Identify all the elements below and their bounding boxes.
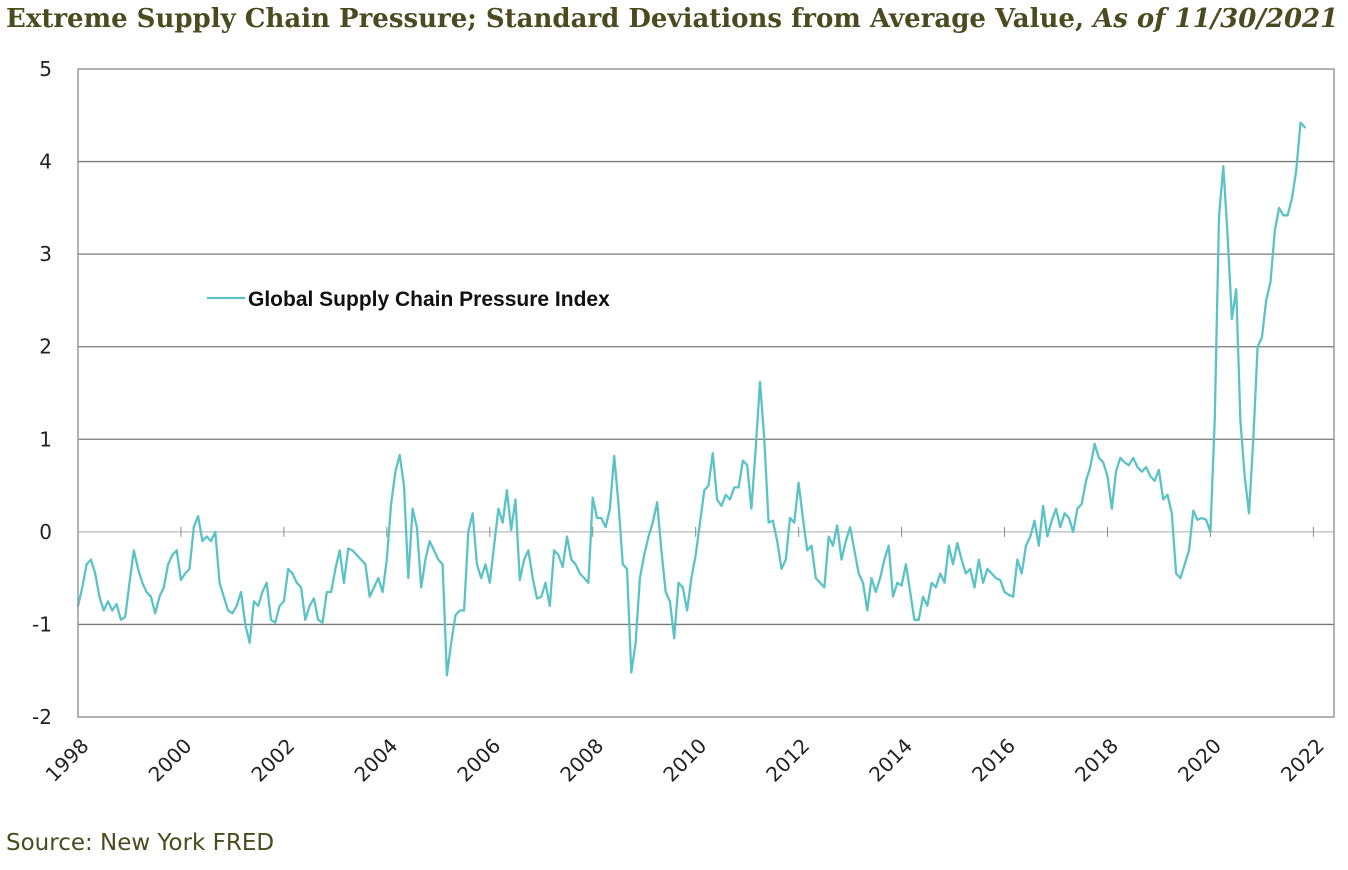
chart-title-main: Extreme Supply Chain Pressure; Standard …: [6, 4, 1084, 34]
series-line-gscpi: [76, 121, 1306, 677]
y-tick-label: -1: [32, 612, 52, 636]
x-tick-label: 1998: [41, 734, 94, 787]
grid-layer: [78, 160, 1334, 626]
chart-title-date: As of 11/30/2021: [1093, 4, 1339, 34]
legend-label: Global Supply Chain Pressure Index: [248, 288, 610, 311]
x-tick-label: 2002: [246, 734, 299, 787]
x-tick-label-layer: 1998 2000 2002 2004 2006 2008 2010 2012 2014 2016…: [41, 734, 1329, 787]
source-note: Source: New York FRED: [6, 830, 275, 856]
x-tick-label: 2012: [761, 734, 814, 787]
legend: Global Supply Chain Pressure Index: [207, 288, 610, 311]
x-tick-label: 2018: [1070, 734, 1123, 787]
y-tick-label: 5: [39, 57, 52, 81]
x-tick-label: 2016: [967, 734, 1020, 787]
x-tick-label: 2020: [1173, 734, 1226, 787]
x-tick-label: 2014: [864, 734, 917, 787]
x-tick-label: 2010: [658, 734, 711, 787]
x-tick-label: 2004: [349, 734, 402, 787]
plot-frame: [77, 68, 1335, 718]
chart-title: Extreme Supply Chain Pressure; Standard …: [6, 4, 1338, 34]
y-tick-label: 0: [39, 520, 52, 544]
y-tick-label: 2: [39, 335, 52, 359]
y-tick-label: 3: [39, 242, 52, 266]
y-tick-label-layer: -2 -1 0 1 2 3 4 5: [32, 57, 52, 729]
x-tick-label: 2000: [144, 734, 197, 787]
x-tick-label: 2008: [555, 734, 608, 787]
y-tick-label: 4: [39, 150, 52, 174]
series-layer: [76, 121, 1306, 677]
y-tick-label: 1: [39, 427, 52, 451]
x-tick-label: 2022: [1276, 734, 1329, 787]
x-tick-label: 2006: [452, 734, 505, 787]
y-tick-label: -2: [32, 705, 52, 729]
